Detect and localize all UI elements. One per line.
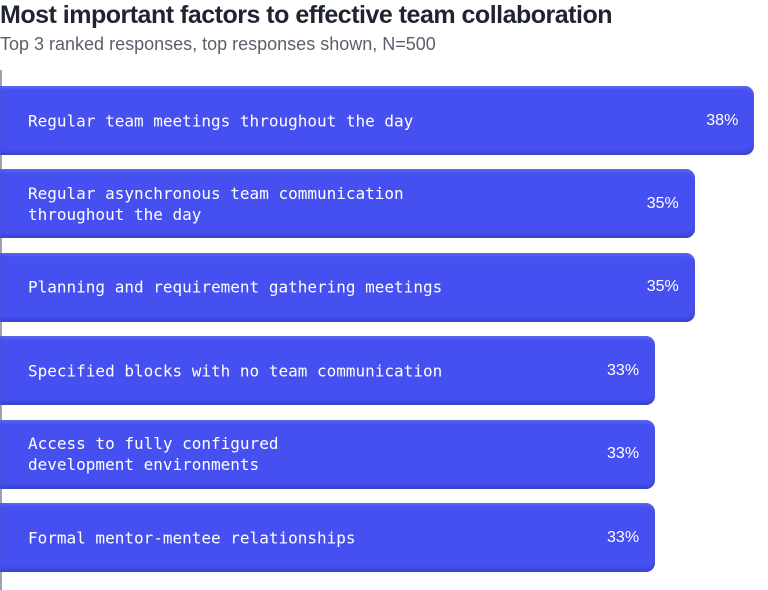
bar-value-label: 33%: [607, 528, 640, 546]
bar-value-label: 35%: [646, 194, 679, 212]
bar-label: Regular asynchronous team communication …: [28, 183, 404, 224]
bar-value-label: 35%: [646, 278, 679, 296]
bar: Formal mentor-mentee relationships 33%: [0, 503, 656, 572]
bar: Regular team meetings throughout the day…: [0, 86, 755, 155]
bar: Planning and requirement gathering meeti…: [0, 252, 695, 322]
bar-value-label: 33%: [607, 361, 640, 379]
bar-label: Specified blocks with no team communicat…: [28, 361, 443, 381]
bar-label: Regular team meetings throughout the day: [28, 111, 414, 130]
bar: Access to fully configured development e…: [0, 419, 656, 489]
bar-label: Access to fully configured development e…: [28, 434, 279, 475]
bar-label: Planning and requirement gathering meeti…: [28, 277, 443, 297]
bar: Specified blocks with no team communicat…: [0, 336, 656, 406]
y-axis-line: [0, 70, 2, 590]
bar-value-label: 33%: [607, 445, 640, 463]
bar-value-label: 38%: [706, 111, 739, 129]
bar: Regular asynchronous team communication …: [0, 169, 695, 239]
chart-subtitle: Top 3 ranked responses, top responses sh…: [0, 34, 436, 54]
chart-title: Most important factors to effective team…: [0, 1, 613, 29]
bar-label: Formal mentor-mentee relationships: [28, 528, 356, 547]
